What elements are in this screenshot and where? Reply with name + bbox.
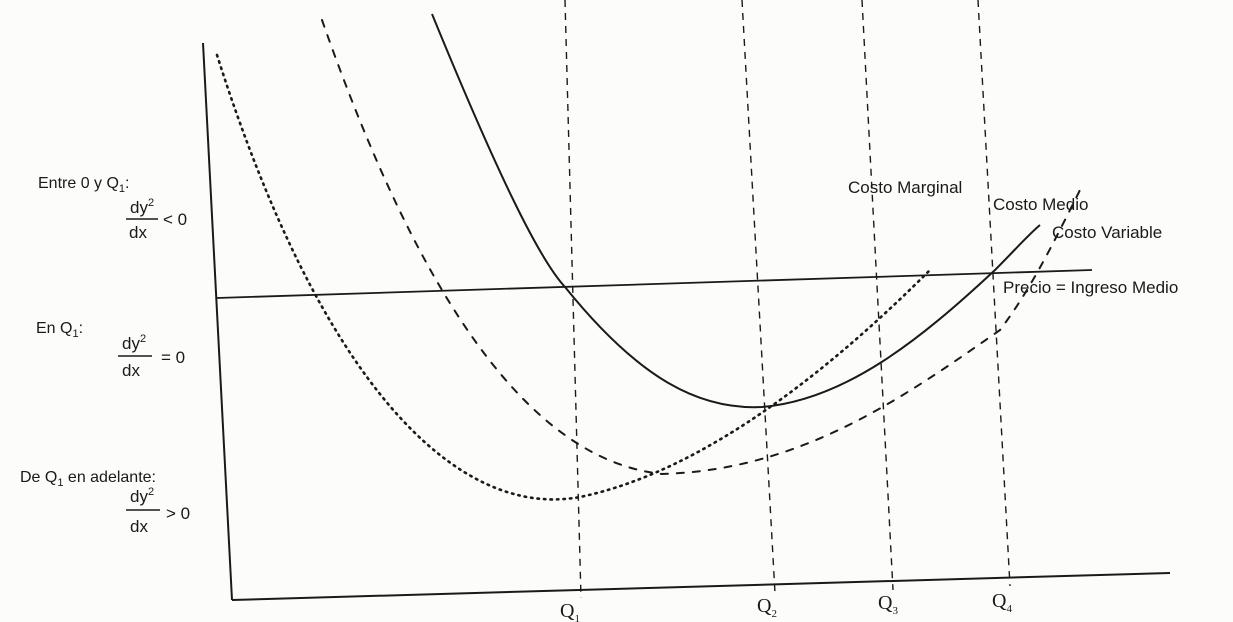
q3-label: Q3 [878, 592, 898, 617]
condition-3-heading: De Q1 en adelante: [20, 469, 156, 489]
condition-1-relation: < 0 [163, 210, 187, 229]
variable-cost-label: Costo Variable [1052, 223, 1162, 242]
q2-guide-line [741, 0, 776, 594]
price-line-label: Precio = Ingreso Medio [1003, 278, 1178, 297]
average-cost-curve [431, 13, 1041, 409]
condition-1-heading: Entre 0 y Q1: [38, 175, 130, 195]
price-line [216, 269, 1093, 299]
marginal-cost-label: Costo Marginal [848, 178, 962, 197]
axes [202, 42, 1171, 601]
variable-cost-curve [321, 19, 1081, 476]
q1-label: Q1 [560, 600, 580, 622]
y-axis [202, 42, 233, 601]
q4-guide-line [977, 0, 1011, 587]
marginal-cost-curve [215, 53, 932, 501]
condition-3-numerator: dy2 [130, 486, 154, 506]
condition-block-3: De Q1 en adelante: dy2 dx > 0 [20, 469, 190, 536]
condition-2-heading: En Q1: [36, 320, 83, 340]
q-guide-lines [564, 0, 1011, 599]
q1-guide-line [564, 0, 582, 599]
condition-block-2: En Q1: dy2 dx = 0 [36, 320, 185, 380]
q4-label: Q4 [992, 590, 1012, 615]
x-axis [231, 572, 1171, 601]
condition-1-denominator: dx [129, 223, 147, 242]
condition-1-numerator: dy2 [130, 197, 154, 217]
q3-guide-line [861, 0, 894, 591]
condition-3-relation: > 0 [166, 504, 190, 523]
condition-2-numerator: dy2 [122, 333, 146, 353]
condition-2-relation: = 0 [161, 348, 185, 367]
condition-2-denominator: dx [122, 361, 140, 380]
average-cost-label: Costo Medio [993, 195, 1088, 214]
q2-label: Q2 [757, 595, 777, 620]
condition-3-denominator: dx [130, 517, 148, 536]
condition-block-1: Entre 0 y Q1: dy2 dx < 0 [38, 175, 187, 242]
x-tick-labels: Q1 Q2 Q3 Q4 [560, 590, 1012, 622]
